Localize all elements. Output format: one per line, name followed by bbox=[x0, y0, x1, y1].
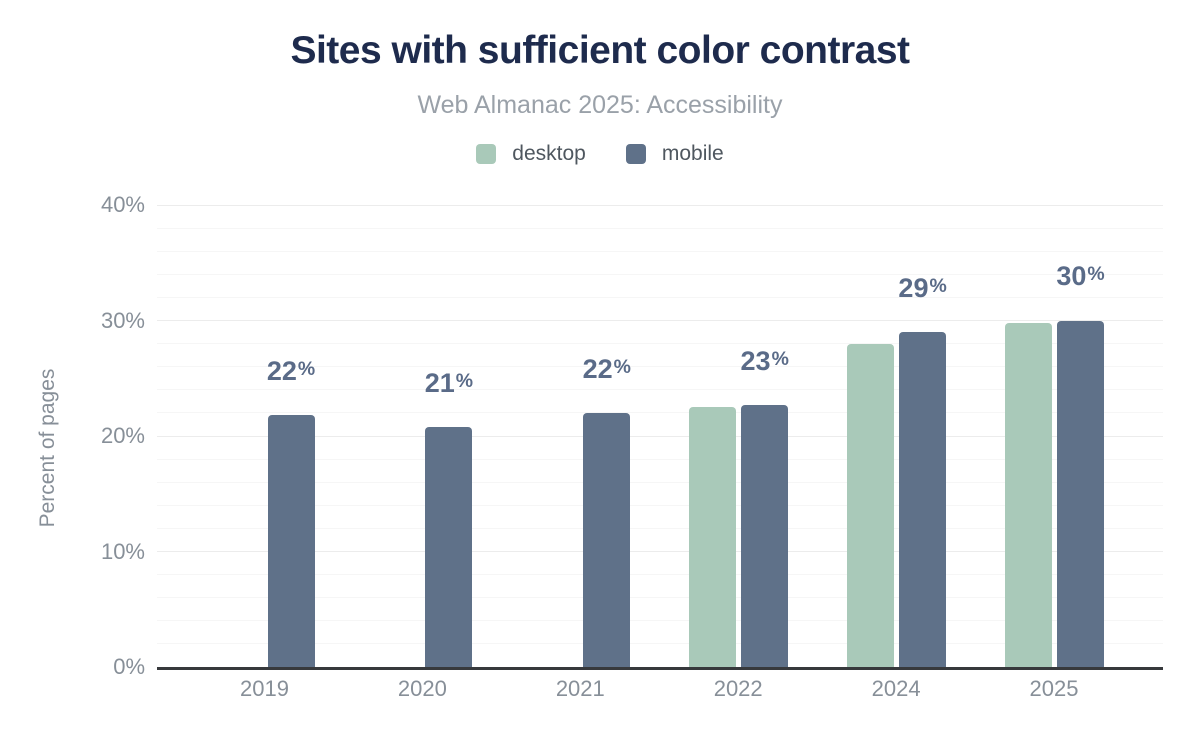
x-tick-label: 2025 bbox=[1029, 676, 1079, 701]
percent-sign: % bbox=[297, 358, 316, 381]
legend-mobile-swatch bbox=[625, 144, 646, 164]
gridline-minor bbox=[157, 296, 1163, 298]
gridline-major bbox=[157, 435, 1163, 437]
x-tick-label: 2020 bbox=[397, 676, 447, 701]
percent-sign: % bbox=[1087, 263, 1105, 286]
bar-value-label: 22% bbox=[582, 353, 631, 384]
gridline-minor bbox=[157, 620, 1163, 622]
legend-item-desktop: desktop bbox=[476, 142, 586, 166]
y-tick-label: 20% bbox=[100, 423, 145, 448]
bar-2022-desktop[interactable] bbox=[689, 407, 737, 667]
gridline-minor bbox=[157, 597, 1163, 599]
gridline-minor bbox=[157, 389, 1163, 391]
y-tick-label: 40% bbox=[100, 192, 145, 217]
chart-subtitle: Web Almanac 2025: Accessibility bbox=[417, 91, 783, 119]
gridline-minor bbox=[157, 227, 1163, 229]
legend-desktop-label: desktop bbox=[512, 142, 586, 165]
gridline-minor bbox=[157, 574, 1163, 576]
gridline-minor bbox=[157, 481, 1163, 483]
gridline-minor bbox=[157, 366, 1163, 368]
gridline-major bbox=[157, 204, 1163, 206]
bar-value-label: 22% bbox=[266, 356, 316, 387]
gridline-major bbox=[157, 320, 1163, 321]
gridline-minor bbox=[157, 250, 1163, 252]
plot-area: 22% 2019 21% 2020 22% 2021 23% 2022 29% 2024 30% 20… bbox=[157, 204, 1163, 700]
bar-2024-desktop[interactable] bbox=[847, 343, 895, 667]
bar-2021-mobile[interactable] bbox=[583, 412, 631, 667]
gridline-minor bbox=[157, 527, 1163, 529]
bar-value-label: 29% bbox=[898, 273, 947, 304]
percent-sign: % bbox=[455, 369, 474, 392]
bar-2025-desktop[interactable] bbox=[1005, 322, 1052, 667]
y-axis-title: Percent of pages bbox=[36, 368, 59, 528]
x-tick-label: 2022 bbox=[713, 676, 763, 701]
bar-2022-mobile[interactable] bbox=[741, 404, 789, 667]
bar-value-label: 21% bbox=[424, 367, 474, 398]
gridline-minor bbox=[157, 412, 1163, 414]
chart-title: Sites with sufficient color contrast bbox=[290, 29, 910, 72]
legend-item-mobile: mobile bbox=[625, 142, 724, 166]
chart-legend: desktop mobile bbox=[0, 142, 1200, 166]
y-tick-label: 0% bbox=[113, 654, 145, 679]
gridline-minor bbox=[157, 273, 1163, 275]
x-tick-label: 2021 bbox=[555, 676, 605, 701]
percent-sign: % bbox=[613, 355, 631, 378]
gridline-minor bbox=[157, 343, 1163, 345]
gridline-minor bbox=[157, 643, 1163, 645]
gridline-minor bbox=[157, 458, 1163, 460]
x-tick-label: 2019 bbox=[240, 676, 289, 701]
y-tick-label: 30% bbox=[100, 307, 145, 333]
gridline-minor bbox=[157, 504, 1163, 506]
legend-desktop-swatch bbox=[476, 144, 497, 164]
bar-2024-mobile[interactable] bbox=[899, 332, 947, 667]
percent-sign: % bbox=[771, 347, 789, 370]
legend-mobile-label: mobile bbox=[661, 142, 724, 165]
bar-value-label: 30% bbox=[1056, 261, 1105, 292]
x-tick-label: 2024 bbox=[871, 676, 921, 701]
gridline-major bbox=[157, 551, 1163, 552]
bar-2020-mobile[interactable] bbox=[425, 426, 473, 667]
percent-sign: % bbox=[929, 275, 947, 298]
bar-2025-mobile[interactable] bbox=[1057, 320, 1104, 667]
bar-value-label: 23% bbox=[740, 345, 789, 376]
y-tick-label: 10% bbox=[100, 538, 145, 564]
bar-2019-mobile[interactable] bbox=[267, 415, 315, 667]
